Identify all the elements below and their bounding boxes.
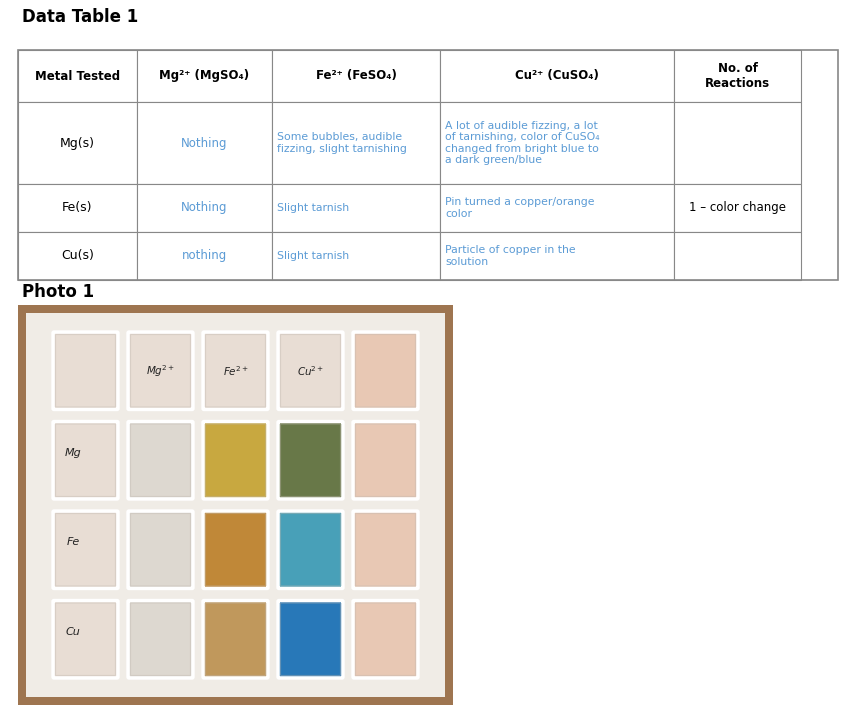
Bar <box>18 50 838 280</box>
FancyBboxPatch shape <box>53 421 118 499</box>
Text: Cu(s): Cu(s) <box>61 249 94 263</box>
Bar <box>137 232 272 280</box>
Bar <box>137 184 272 232</box>
FancyBboxPatch shape <box>278 511 343 588</box>
Bar <box>137 102 272 184</box>
Bar <box>137 50 272 102</box>
Text: Pin turned a copper/orange
color: Pin turned a copper/orange color <box>445 197 594 218</box>
Text: Cu²⁺ (CuSO₄): Cu²⁺ (CuSO₄) <box>515 69 599 83</box>
Text: Cu: Cu <box>66 627 80 637</box>
Bar <box>272 184 441 232</box>
FancyBboxPatch shape <box>278 421 343 499</box>
FancyBboxPatch shape <box>128 421 193 499</box>
Text: Fe$^{2+}$: Fe$^{2+}$ <box>223 364 249 378</box>
Bar <box>674 232 801 280</box>
FancyBboxPatch shape <box>203 421 268 499</box>
Bar <box>674 50 801 102</box>
Text: Some bubbles, audible
fizzing, slight tarnishing: Some bubbles, audible fizzing, slight ta… <box>277 132 407 154</box>
Bar <box>26 313 445 697</box>
Text: Slight tarnish: Slight tarnish <box>277 251 349 261</box>
Text: A lot of audible fizzing, a lot
of tarnishing, color of CuSO₄
changed from brigh: A lot of audible fizzing, a lot of tarni… <box>445 121 600 166</box>
Text: nothing: nothing <box>182 249 227 263</box>
Text: Mg: Mg <box>65 448 81 458</box>
Text: Photo 1: Photo 1 <box>22 283 94 301</box>
Text: Mg(s): Mg(s) <box>60 136 95 149</box>
Text: Metal Tested: Metal Tested <box>35 69 120 83</box>
Text: Nothing: Nothing <box>181 201 228 214</box>
Bar <box>18 232 137 280</box>
FancyBboxPatch shape <box>128 600 193 678</box>
Text: Fe²⁺ (FeSO₄): Fe²⁺ (FeSO₄) <box>316 69 397 83</box>
Text: Mg$^{2+}$: Mg$^{2+}$ <box>146 363 175 378</box>
Text: Mg²⁺ (MgSO₄): Mg²⁺ (MgSO₄) <box>160 69 250 83</box>
Bar <box>272 50 441 102</box>
FancyBboxPatch shape <box>203 600 268 678</box>
Bar <box>441 232 674 280</box>
FancyBboxPatch shape <box>278 332 343 409</box>
FancyBboxPatch shape <box>353 511 418 588</box>
Text: No. of
Reactions: No. of Reactions <box>705 62 770 90</box>
Bar <box>441 50 674 102</box>
Text: 1 – color change: 1 – color change <box>689 201 786 214</box>
Text: Fe: Fe <box>67 537 79 547</box>
FancyBboxPatch shape <box>128 511 193 588</box>
FancyBboxPatch shape <box>353 421 418 499</box>
Text: Slight tarnish: Slight tarnish <box>277 203 349 213</box>
FancyBboxPatch shape <box>353 600 418 678</box>
Bar <box>18 50 137 102</box>
FancyBboxPatch shape <box>353 332 418 409</box>
Bar <box>674 102 801 184</box>
Bar <box>674 184 801 232</box>
FancyBboxPatch shape <box>128 332 193 409</box>
Bar <box>441 102 674 184</box>
FancyBboxPatch shape <box>278 600 343 678</box>
FancyBboxPatch shape <box>53 332 118 409</box>
Bar <box>18 102 137 184</box>
Text: Fe(s): Fe(s) <box>62 201 92 214</box>
Bar <box>272 102 441 184</box>
Bar <box>18 305 453 705</box>
Text: Particle of copper in the
solution: Particle of copper in the solution <box>445 245 576 267</box>
Text: Nothing: Nothing <box>181 136 228 149</box>
FancyBboxPatch shape <box>53 511 118 588</box>
Text: Cu$^{2+}$: Cu$^{2+}$ <box>297 364 324 378</box>
Bar <box>18 184 137 232</box>
FancyBboxPatch shape <box>203 332 268 409</box>
Text: Data Table 1: Data Table 1 <box>22 8 138 26</box>
FancyBboxPatch shape <box>203 511 268 588</box>
Bar <box>441 184 674 232</box>
Bar <box>272 232 441 280</box>
FancyBboxPatch shape <box>53 600 118 678</box>
